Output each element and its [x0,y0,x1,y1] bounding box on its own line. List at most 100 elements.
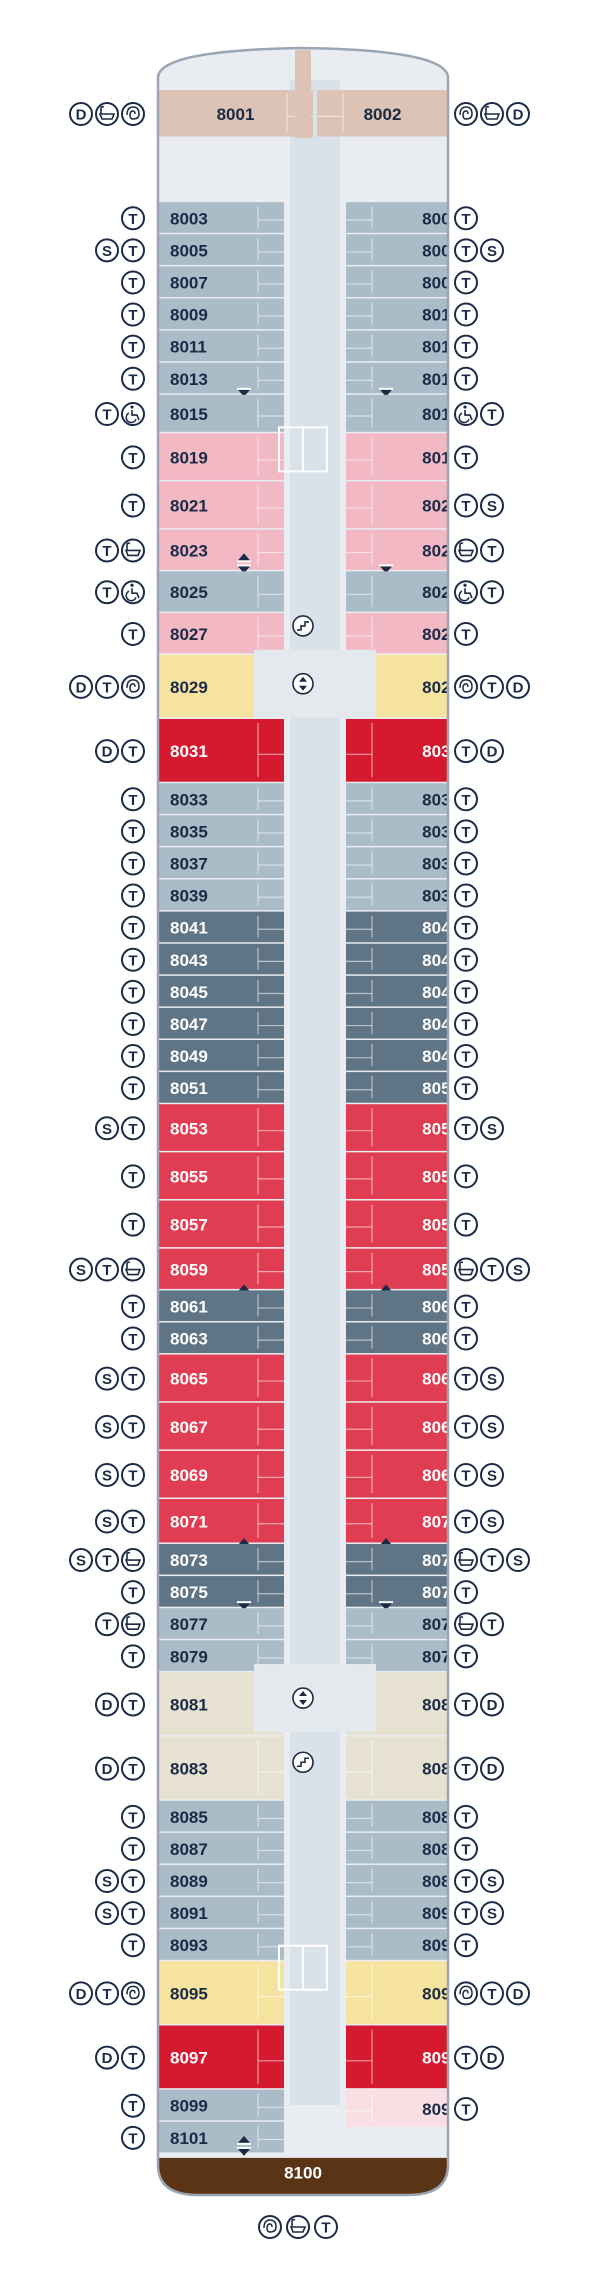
cabin-8043[interactable]: 8043 [158,943,284,975]
cabin-room[interactable] [346,1322,472,1354]
cabin-8042[interactable]: 8042 [346,943,472,975]
cabin-8099[interactable]: 8099 [158,2089,284,2121]
cabin-8092[interactable]: 8092 [346,1929,472,1960]
cabin-8065[interactable]: 8065 [158,1354,284,1402]
cabin-room[interactable] [158,1322,284,1354]
cabin-room[interactable] [346,266,472,297]
cabin-8041[interactable]: 8041 [158,911,284,943]
cabin-8085[interactable]: 8085 [158,1800,284,1832]
cabin-8040[interactable]: 8040 [346,911,472,943]
cabin-8027[interactable]: 8027 [158,613,284,654]
cabin-room[interactable] [346,2089,472,2127]
cabin-8093[interactable]: 8093 [158,1929,284,1960]
cabin-8036[interactable]: 8036 [346,847,472,879]
cabin-room[interactable] [158,1402,284,1450]
cabin-8063[interactable]: 8063 [158,1322,284,1354]
cabin-room[interactable] [158,2121,284,2153]
cabin-8095[interactable]: 8095 [158,1961,284,2024]
cabin-8049[interactable]: 8049 [158,1040,284,1071]
cabin-room[interactable] [158,719,284,782]
cabin-room[interactable] [346,529,472,570]
cabin-room[interactable] [346,879,472,911]
cabin-8019[interactable]: 8019 [158,433,284,480]
cabin-8077[interactable]: 8077 [158,1608,284,1639]
cabin-8086[interactable]: 8086 [346,1832,472,1864]
cabin-room[interactable] [158,481,284,529]
cabin-8101[interactable]: 8101 [158,2121,284,2156]
cabin-room[interactable] [346,1961,472,2024]
cabin-room[interactable] [158,815,284,846]
cabin-8018[interactable]: 8018 [346,433,472,480]
cabin-room[interactable] [158,529,284,570]
cabin-room[interactable] [158,362,284,394]
cabin-8088[interactable]: 8088 [346,1864,472,1896]
cabin-room[interactable] [346,1290,472,1321]
cabin-room[interactable] [346,1864,472,1896]
cabin-8026[interactable]: 8026 [346,613,472,654]
cabin-8006[interactable]: 8006 [346,234,472,265]
cabin-room[interactable] [158,613,284,654]
cabin-8015[interactable]: 8015 [158,394,284,432]
cabin-8062[interactable]: 8062 [346,1322,472,1354]
cabin-room[interactable] [346,1929,472,1960]
cabin-room[interactable] [346,1576,472,1607]
cabin-8068[interactable]: 8068 [346,1450,472,1498]
cabin-room[interactable] [158,943,284,975]
cabin-room[interactable] [158,1040,284,1071]
cabin-8021[interactable]: 8021 [158,481,284,529]
cabin-room[interactable] [346,330,472,362]
cabin-room[interactable] [158,1072,284,1103]
cabin-8051[interactable]: 8051 [158,1072,284,1103]
cabin-room[interactable] [158,1200,284,1248]
cabin-room[interactable] [158,2089,284,2121]
cabin-room[interactable] [346,1040,472,1071]
cabin-room[interactable] [346,1072,472,1103]
cabin-8055[interactable]: 8055 [158,1152,284,1200]
cabin-8025[interactable]: 8025 [158,571,284,612]
cabin-room[interactable] [158,975,284,1007]
cabin-room[interactable] [158,1450,284,1498]
cabin-room[interactable] [346,571,472,612]
cabin-room[interactable] [346,2025,472,2089]
cabin-room[interactable] [346,847,472,879]
cabin-room[interactable] [158,298,284,330]
cabin-room[interactable] [346,362,472,394]
cabin-room[interactable] [158,1608,284,1639]
cabin-8064[interactable]: 8064 [346,1354,472,1402]
cabin-room[interactable] [346,1499,472,1543]
cabin-8091[interactable]: 8091 [158,1897,284,1928]
cabin-8048[interactable]: 8048 [346,1040,472,1071]
cabin-room[interactable] [317,90,448,137]
cabin-room[interactable] [346,1543,472,1575]
cabin-room[interactable] [158,1832,284,1864]
cabin-room[interactable] [158,330,284,362]
cabin-room[interactable] [158,879,284,911]
cabin-room[interactable] [158,1929,284,1960]
cabin-8052[interactable]: 8052 [346,1104,472,1151]
cabin-room[interactable] [346,975,472,1007]
cabin-room[interactable] [158,234,284,265]
cabin-room[interactable] [158,1007,284,1039]
cabin-room[interactable] [158,1354,284,1402]
cabin-room[interactable] [158,1576,284,1607]
cabin-room[interactable] [346,1608,472,1639]
cabin-8098[interactable]: 8098 [346,2089,472,2127]
cabin-8033[interactable]: 8033 [158,783,284,814]
cabin-8001[interactable]: 8001 [158,90,313,137]
cabin-8032[interactable]: 8032 [346,783,472,814]
cabin-8094[interactable]: 8094 [346,1961,472,2024]
cabin-room[interactable] [346,1007,472,1039]
cabin-8046[interactable]: 8046 [346,1007,472,1039]
cabin-8024[interactable]: 8024 [346,571,472,612]
cabin-room[interactable] [346,481,472,529]
cabin-8039[interactable]: 8039 [158,879,284,911]
cabin-8054[interactable]: 8054 [346,1152,472,1200]
cabin-room[interactable] [158,1290,284,1321]
cabin-8038[interactable]: 8038 [346,879,472,911]
cabin-room[interactable] [158,266,284,297]
cabin-8020[interactable]: 8020 [346,481,472,529]
cabin-8044[interactable]: 8044 [346,975,472,1007]
cabin-8045[interactable]: 8045 [158,975,284,1007]
cabin-room[interactable] [346,433,472,480]
cabin-8031[interactable]: 8031 [158,719,284,782]
